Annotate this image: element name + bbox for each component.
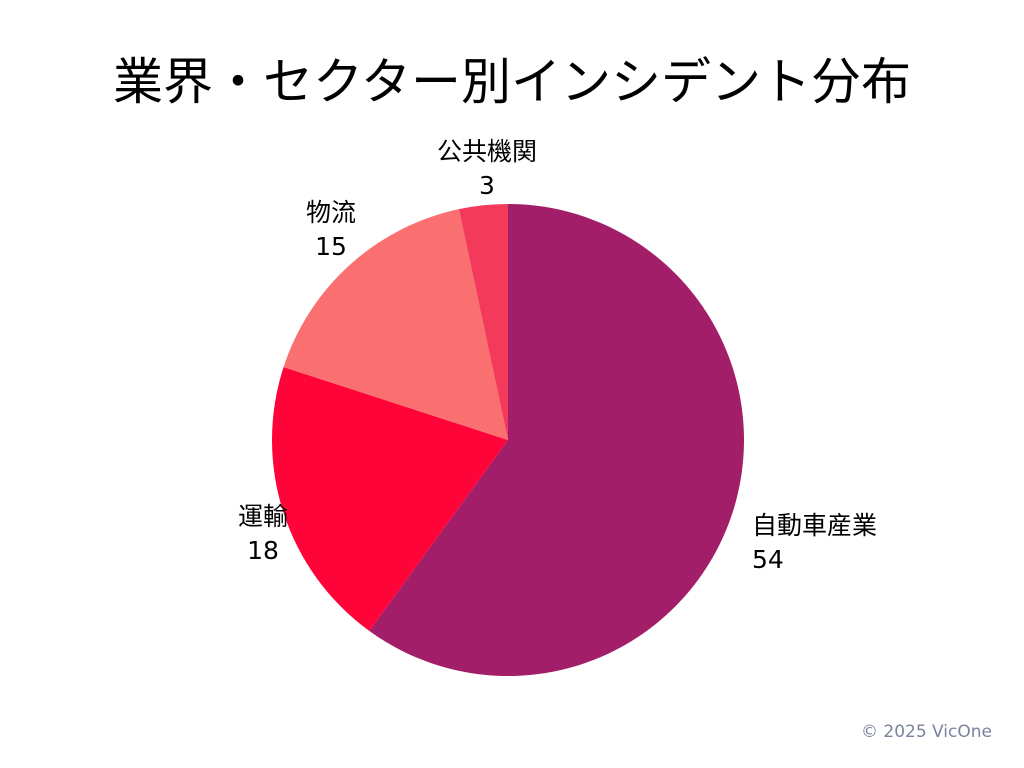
pie-label-transport-name: 運輸 <box>237 502 288 531</box>
pie-label-logistics-name: 物流 <box>305 198 356 227</box>
pie-label-logistics: 物流 15 <box>276 196 386 264</box>
pie-slice-public[interactable] <box>458 204 508 440</box>
pie-label-automotive-name: 自動車産業 <box>752 511 878 540</box>
pie-label-logistics-value: 15 <box>315 232 347 261</box>
pie-label-public-name: 公共機関 <box>436 137 537 166</box>
pie-slice-transport[interactable] <box>271 367 508 631</box>
pie-label-automotive: 自動車産業 54 <box>752 509 877 577</box>
pie-label-transport: 運輸 18 <box>201 500 325 568</box>
pie-slice-logistics[interactable] <box>283 209 508 440</box>
pie-slice-automotive[interactable] <box>369 204 744 676</box>
pie-label-automotive-value: 54 <box>752 545 784 574</box>
pie-label-public: 公共機関 3 <box>417 135 557 203</box>
chart-title: 業界・セクター別インシデント分布 <box>113 53 911 111</box>
copyright-notice: © 2025 VicOne <box>860 722 992 742</box>
pie-label-transport-value: 18 <box>247 536 279 565</box>
pie-label-public-value: 3 <box>479 171 495 200</box>
pie-slices-group <box>271 204 744 676</box>
